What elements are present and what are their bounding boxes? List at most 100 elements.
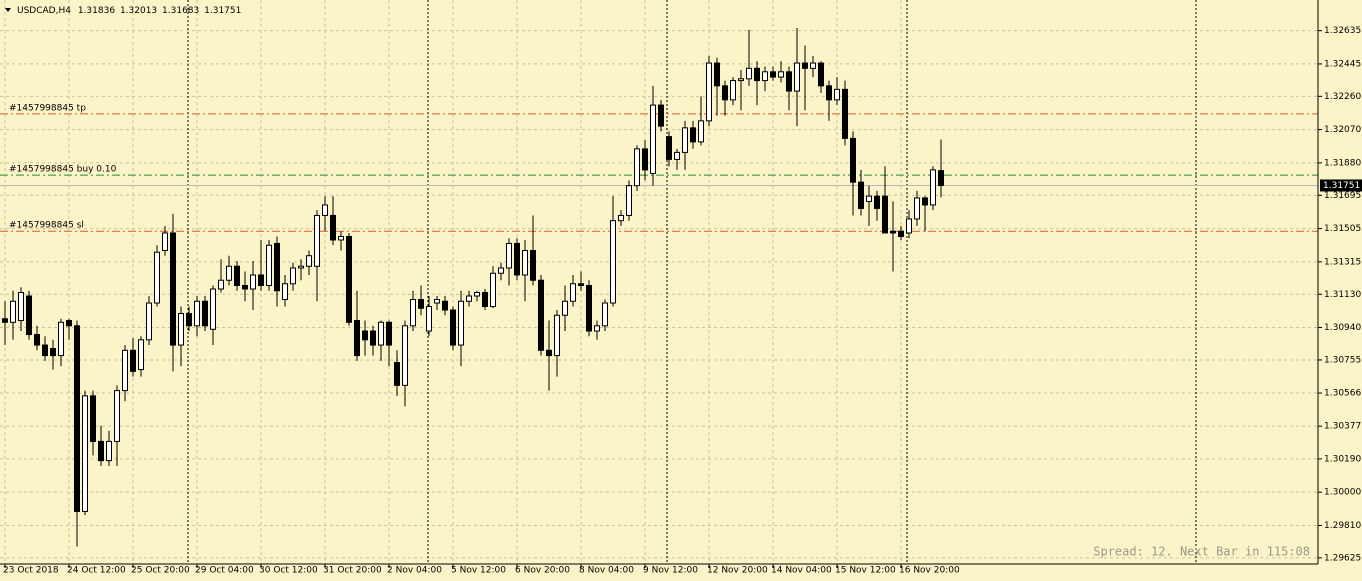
candle-body (778, 71, 784, 78)
candle-body (274, 242, 280, 292)
candle-body (762, 71, 768, 82)
candle-body (266, 244, 272, 287)
x-tick-label: 23 Oct 2018 (3, 566, 59, 576)
candle-body (746, 67, 752, 80)
candle-body (154, 251, 160, 304)
candle-body (162, 232, 168, 251)
menu-arrow[interactable] (5, 8, 11, 12)
y-tick-label: 1.31505 (1324, 224, 1361, 234)
header-close: 1.31751 (204, 6, 241, 16)
candle-body (906, 218, 912, 234)
candle-body (570, 283, 576, 302)
order-label: #1457998845 buy 0.10 (9, 165, 117, 175)
candle-body (426, 306, 432, 332)
x-tick-label: 15 Nov 12:00 (835, 566, 896, 576)
candle-body (58, 321, 64, 357)
y-tick-label: 1.30755 (1324, 355, 1361, 365)
candle-body (474, 292, 480, 297)
candle-body (482, 292, 488, 308)
symbol: USDCAD,H4 (17, 6, 71, 16)
y-tick-label: 1.30940 (1324, 323, 1361, 333)
candle-body (818, 62, 824, 87)
status-text: Spread: 12. Next Bar in 115:08 (1093, 545, 1310, 559)
y-tick-label: 1.30000 (1324, 488, 1361, 498)
candle-body (26, 295, 32, 336)
x-tick-label: 6 Nov 20:00 (515, 566, 570, 576)
candle-body (194, 300, 200, 327)
candle-body (250, 274, 256, 290)
candle-body (338, 235, 344, 241)
candle-body (698, 120, 704, 143)
candle-body (98, 440, 104, 462)
header-open: 1.31836 (78, 6, 115, 16)
x-tick-label: 16 Nov 20:00 (899, 566, 960, 576)
x-tick-label: 14 Nov 04:00 (771, 566, 832, 576)
candle-body (658, 104, 664, 127)
candle-body (282, 283, 288, 301)
y-tick-label: 1.31315 (1324, 257, 1361, 267)
candle-body (874, 195, 880, 209)
candle-body (674, 151, 680, 160)
candle-body (834, 88, 840, 101)
candle-body (322, 204, 328, 216)
x-tick-label: 9 Nov 12:00 (643, 566, 698, 576)
candle-body (826, 85, 832, 101)
price-tag-label: 1.31751 (1323, 181, 1360, 191)
candle-body (450, 309, 456, 346)
candle-body (370, 330, 376, 346)
candle-body (610, 220, 616, 304)
candle-body (226, 265, 232, 281)
candle-body (810, 62, 816, 69)
candle-body (930, 169, 936, 206)
candle-body (898, 230, 904, 237)
candle-body (258, 274, 264, 287)
candle-body (362, 330, 368, 341)
candle-body (418, 299, 424, 309)
candle-body (786, 71, 792, 92)
candle-body (18, 292, 24, 322)
candle-body (538, 279, 544, 351)
candle-body (850, 137, 856, 183)
candle-body (586, 285, 592, 332)
candle-body (114, 390, 120, 442)
header: USDCAD,H4 1.31836 1.32013 1.31683 1.3175… (17, 6, 241, 16)
candle-body (938, 170, 944, 186)
x-tick-label: 2 Nov 04:00 (387, 566, 442, 576)
candle-body (106, 440, 112, 462)
candle-body (170, 232, 176, 346)
candle-body (234, 265, 240, 287)
candle-body (434, 299, 440, 304)
grid (0, 0, 1318, 564)
candle-body (914, 197, 920, 220)
candle-body (554, 314, 560, 357)
candle-body (882, 195, 888, 234)
candle-body (122, 349, 128, 392)
candle-body (682, 127, 688, 153)
candle-body (922, 197, 928, 206)
candle-body (794, 62, 800, 92)
candle-body (522, 249, 528, 276)
header-low: 1.31683 (162, 6, 199, 16)
candle-body (618, 214, 624, 222)
candle-body (330, 214, 336, 241)
candle-body (82, 395, 88, 512)
candle-body (186, 313, 192, 327)
candle-body (506, 242, 512, 269)
candle-body (626, 185, 632, 216)
candles (2, 28, 944, 547)
y-tick-label: 1.31130 (1324, 290, 1361, 300)
candle-body (714, 62, 720, 87)
candle-body (634, 148, 640, 187)
candle-body (530, 249, 536, 281)
y-tick-label: 1.30566 (1324, 389, 1361, 399)
candle-body (546, 349, 552, 357)
candle-body (66, 320, 72, 327)
candle-body (378, 321, 384, 346)
candle-body (442, 300, 448, 311)
candle-body (730, 80, 736, 101)
x-tick-label: 5 Nov 12:00 (451, 566, 506, 576)
candle-body (890, 230, 896, 234)
candle-body (490, 272, 496, 308)
candle-body (386, 321, 392, 346)
